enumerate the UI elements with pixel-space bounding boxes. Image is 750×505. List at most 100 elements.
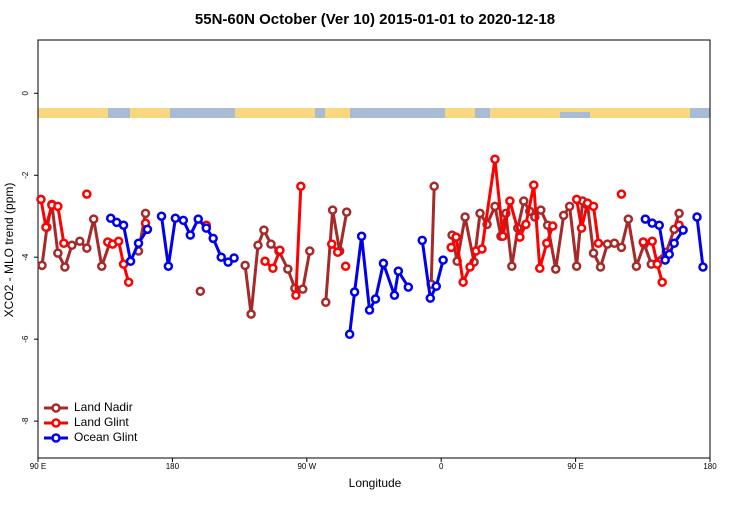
point (178, 215, 189, 226)
point (389, 290, 400, 301)
point (631, 261, 642, 271)
point (305, 246, 315, 256)
point (451, 232, 461, 242)
point (609, 238, 620, 249)
point (216, 252, 226, 262)
point (588, 201, 599, 212)
point (571, 194, 582, 205)
point (275, 245, 285, 255)
point (125, 256, 136, 267)
point (118, 220, 129, 230)
plot-frame (37, 39, 711, 459)
point (542, 238, 552, 249)
point (170, 213, 181, 224)
point (283, 264, 293, 274)
point (698, 262, 708, 272)
point (588, 248, 599, 258)
point (654, 220, 664, 230)
series-line (109, 216, 705, 335)
point (97, 261, 107, 271)
point (692, 212, 702, 222)
point (223, 257, 233, 267)
point (123, 277, 134, 287)
y-tick-label: -8 (21, 417, 30, 425)
point (37, 260, 47, 271)
point (163, 261, 174, 271)
chart-title: 55N-60N October (Ver 10) 2015-01-01 to 2… (195, 11, 555, 28)
legend-marker (51, 418, 61, 428)
point (349, 287, 360, 297)
point (208, 233, 218, 244)
point (669, 238, 679, 249)
x-tick-label: 90 E (567, 462, 583, 471)
y-axis-label: XCO2 - MLO trend (ppm) (2, 183, 16, 318)
point (332, 247, 343, 258)
point (593, 238, 604, 249)
point (327, 205, 338, 215)
point (140, 208, 151, 219)
point (393, 266, 404, 276)
point (193, 214, 203, 224)
x-tick-label: 180 (166, 462, 180, 471)
point (370, 294, 381, 304)
point (340, 261, 351, 271)
point (321, 297, 331, 308)
point (498, 231, 508, 242)
point (438, 255, 448, 265)
legend-marker (51, 403, 61, 413)
x-tick-label: 90 E (30, 462, 46, 471)
point (266, 239, 276, 249)
point (521, 219, 531, 230)
point (88, 214, 99, 224)
point (59, 238, 69, 249)
point (356, 231, 367, 242)
point (259, 225, 269, 235)
point (475, 208, 485, 219)
x-tick-label: 90 W (297, 462, 316, 471)
point (657, 277, 667, 287)
point (268, 263, 278, 274)
point (507, 261, 517, 271)
point (403, 282, 414, 292)
point (425, 293, 436, 303)
point (53, 201, 63, 212)
point (536, 205, 546, 215)
point (201, 223, 212, 233)
point (564, 201, 575, 212)
point (82, 189, 92, 199)
point (431, 281, 442, 292)
x-axis-label: Longitude (349, 476, 402, 490)
point (67, 240, 77, 251)
point (558, 210, 569, 221)
point (326, 239, 337, 249)
y-tick-label: -6 (21, 335, 30, 343)
point (465, 262, 475, 272)
point (60, 262, 70, 272)
point (41, 222, 51, 233)
point (364, 305, 375, 315)
point (446, 242, 456, 253)
point (477, 244, 487, 254)
point (142, 224, 153, 235)
point (515, 232, 525, 242)
point (616, 189, 627, 199)
point (460, 212, 470, 222)
point (260, 256, 270, 267)
point (246, 309, 256, 319)
legend-label: Land Nadir (74, 400, 133, 414)
point (638, 237, 648, 247)
point (519, 196, 529, 206)
point (616, 242, 627, 253)
point (417, 235, 427, 246)
point (429, 181, 439, 192)
point (458, 277, 468, 287)
legend-label: Ocean Glint (74, 430, 138, 444)
y-tick-label: -4 (21, 253, 30, 261)
point (344, 329, 355, 339)
point (296, 181, 306, 192)
point (82, 243, 92, 253)
point (253, 240, 263, 251)
point (133, 238, 144, 249)
point (595, 262, 606, 272)
